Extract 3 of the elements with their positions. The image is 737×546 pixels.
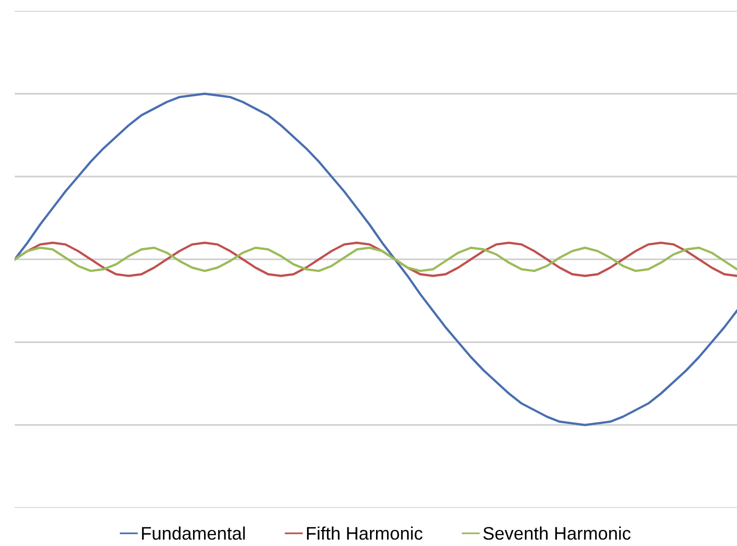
legend-label: Fifth Harmonic <box>307 526 422 540</box>
legend-label: Fundamental <box>142 526 245 540</box>
legend-label: Seventh Harmonic <box>483 526 631 540</box>
